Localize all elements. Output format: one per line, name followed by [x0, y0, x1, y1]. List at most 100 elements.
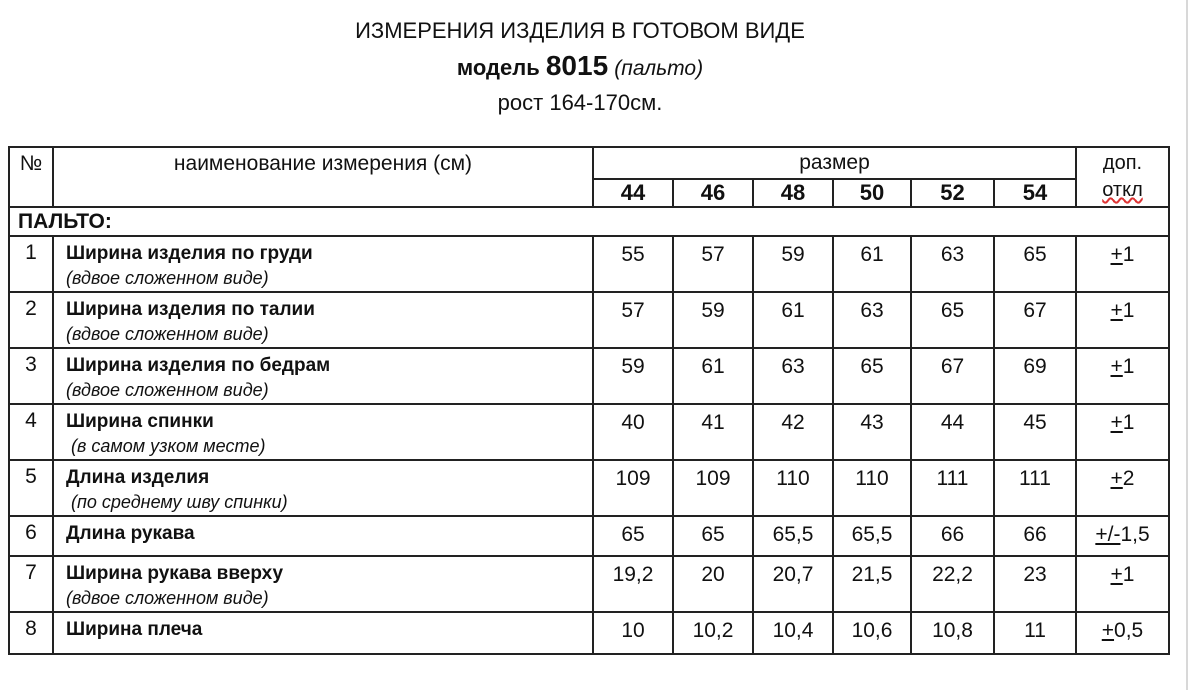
row-number: 8 [8, 611, 54, 655]
size-value: 65 [993, 235, 1077, 293]
row-number: 2 [8, 291, 54, 349]
tolerance: +1 [1075, 347, 1170, 405]
size-value: 57 [592, 291, 674, 349]
tolerance: +2 [1075, 459, 1170, 517]
size-header: 48 [752, 178, 834, 208]
size-value: 10 [592, 611, 674, 655]
document-header: ИЗМЕРЕНИЯ ИЗДЕЛИЯ В ГОТОВОМ ВИДЕ модель … [0, 14, 1160, 119]
document-title: ИЗМЕРЕНИЯ ИЗДЕЛИЯ В ГОТОВОМ ВИДЕ [355, 18, 805, 43]
header-size: размер [592, 146, 1077, 180]
size-value: 65 [832, 347, 912, 405]
size-value: 43 [832, 403, 912, 461]
size-value: 22,2 [910, 555, 995, 613]
measurement-name: Ширина спинки (в самом узком месте) [52, 403, 594, 461]
measurement-note: (вдвое сложенном виде) [66, 588, 269, 608]
size-value: 55 [592, 235, 674, 293]
size-value: 61 [832, 235, 912, 293]
size-value: 61 [752, 291, 834, 349]
table-row: 7 Ширина рукава вверху (вдвое сложенном ви… [8, 555, 1170, 613]
measurement-name: Ширина изделия по бедрам (вдвое сложенном… [52, 347, 594, 405]
size-value: 63 [752, 347, 834, 405]
size-value: 10,6 [832, 611, 912, 655]
tolerance-sign: + [1110, 563, 1123, 586]
size-value: 63 [910, 235, 995, 293]
size-value: 40 [592, 403, 674, 461]
measurement-note: (вдвое сложенном виде) [66, 324, 269, 344]
size-value: 10,2 [672, 611, 754, 655]
size-header: 50 [832, 178, 912, 208]
header-name: наименование измерения (см) [52, 146, 594, 208]
tolerance-value: 2 [1122, 467, 1135, 490]
size-header: 46 [672, 178, 754, 208]
measurement-note: (вдвое сложенном виде) [66, 380, 269, 400]
size-value: 10,8 [910, 611, 995, 655]
tolerance-value: 1 [1122, 411, 1135, 434]
measurement-title: Ширина изделия по груди [66, 243, 313, 264]
height-range: рост 164-170см. [497, 90, 663, 115]
measurement-title: Ширина спинки [66, 411, 214, 432]
table-row: 8 Ширина плеча 10 10,2 10,4 10,6 10,8 11 +0,5 [8, 611, 1170, 655]
size-value: 57 [672, 235, 754, 293]
model-line: модель 8015 (пальто) [0, 48, 1160, 87]
row-number: 7 [8, 555, 54, 613]
size-value: 59 [752, 235, 834, 293]
size-value: 20,7 [752, 555, 834, 613]
measurement-name: Длина рукава [52, 515, 594, 557]
size-value: 19,2 [592, 555, 674, 613]
page-edge [1186, 0, 1188, 690]
size-value: 110 [832, 459, 912, 517]
size-value: 23 [993, 555, 1077, 613]
tolerance-value: 1 [1122, 299, 1135, 322]
measurement-name: Ширина плеча [52, 611, 594, 655]
tolerance-sign: + [1110, 467, 1123, 490]
size-value: 69 [993, 347, 1077, 405]
measurement-note: (по среднему шву спинки) [66, 492, 288, 512]
size-value: 10,4 [752, 611, 834, 655]
tolerance-value: 1 [1122, 355, 1135, 378]
size-value: 109 [672, 459, 754, 517]
size-header: 44 [592, 178, 674, 208]
section-label: ПАЛЬТО: [8, 206, 1170, 237]
size-value: 63 [832, 291, 912, 349]
measurement-name: Ширина изделия по груди (вдвое сложенном … [52, 235, 594, 293]
size-value: 65,5 [752, 515, 834, 557]
size-value: 109 [592, 459, 674, 517]
size-value: 110 [752, 459, 834, 517]
size-value: 65,5 [832, 515, 912, 557]
model-label: модель [456, 55, 540, 80]
row-number: 3 [8, 347, 54, 405]
header-no: № [8, 146, 54, 208]
size-value: 44 [910, 403, 995, 461]
size-value: 67 [993, 291, 1077, 349]
measurement-title: Ширина плеча [66, 619, 203, 640]
size-value: 111 [910, 459, 995, 517]
table-row: 1 Ширина изделия по груди (вдвое сложенном… [8, 235, 1170, 293]
tolerance-sign: + [1110, 299, 1123, 322]
row-number: 4 [8, 403, 54, 461]
measurement-note: (в самом узком месте) [66, 436, 266, 456]
size-value: 65 [592, 515, 674, 557]
tolerance-sign: +/- [1095, 523, 1121, 546]
model-type: (пальто) [614, 57, 704, 80]
tolerance-value: 1 [1122, 243, 1135, 266]
size-value: 45 [993, 403, 1077, 461]
tolerance: +1 [1075, 555, 1170, 613]
size-value: 66 [910, 515, 995, 557]
size-value: 65 [910, 291, 995, 349]
measurement-title: Ширина рукава вверху [66, 563, 284, 584]
row-number: 6 [8, 515, 54, 557]
model-number: 8015 [545, 50, 609, 81]
measurement-note: (вдвое сложенном виде) [66, 268, 269, 288]
size-value: 61 [672, 347, 754, 405]
size-header: 52 [910, 178, 995, 208]
tolerance-value: 1,5 [1120, 523, 1150, 546]
size-value: 66 [993, 515, 1077, 557]
table-row: 2 Ширина изделия по талии (вдвое сложенном… [8, 291, 1170, 349]
size-value: 42 [752, 403, 834, 461]
tolerance: +0,5 [1075, 611, 1170, 655]
measurement-name: Ширина рукава вверху (вдвое сложенном вид… [52, 555, 594, 613]
tolerance: +1 [1075, 235, 1170, 293]
tolerance: +1 [1075, 291, 1170, 349]
size-value: 21,5 [832, 555, 912, 613]
size-value: 20 [672, 555, 754, 613]
